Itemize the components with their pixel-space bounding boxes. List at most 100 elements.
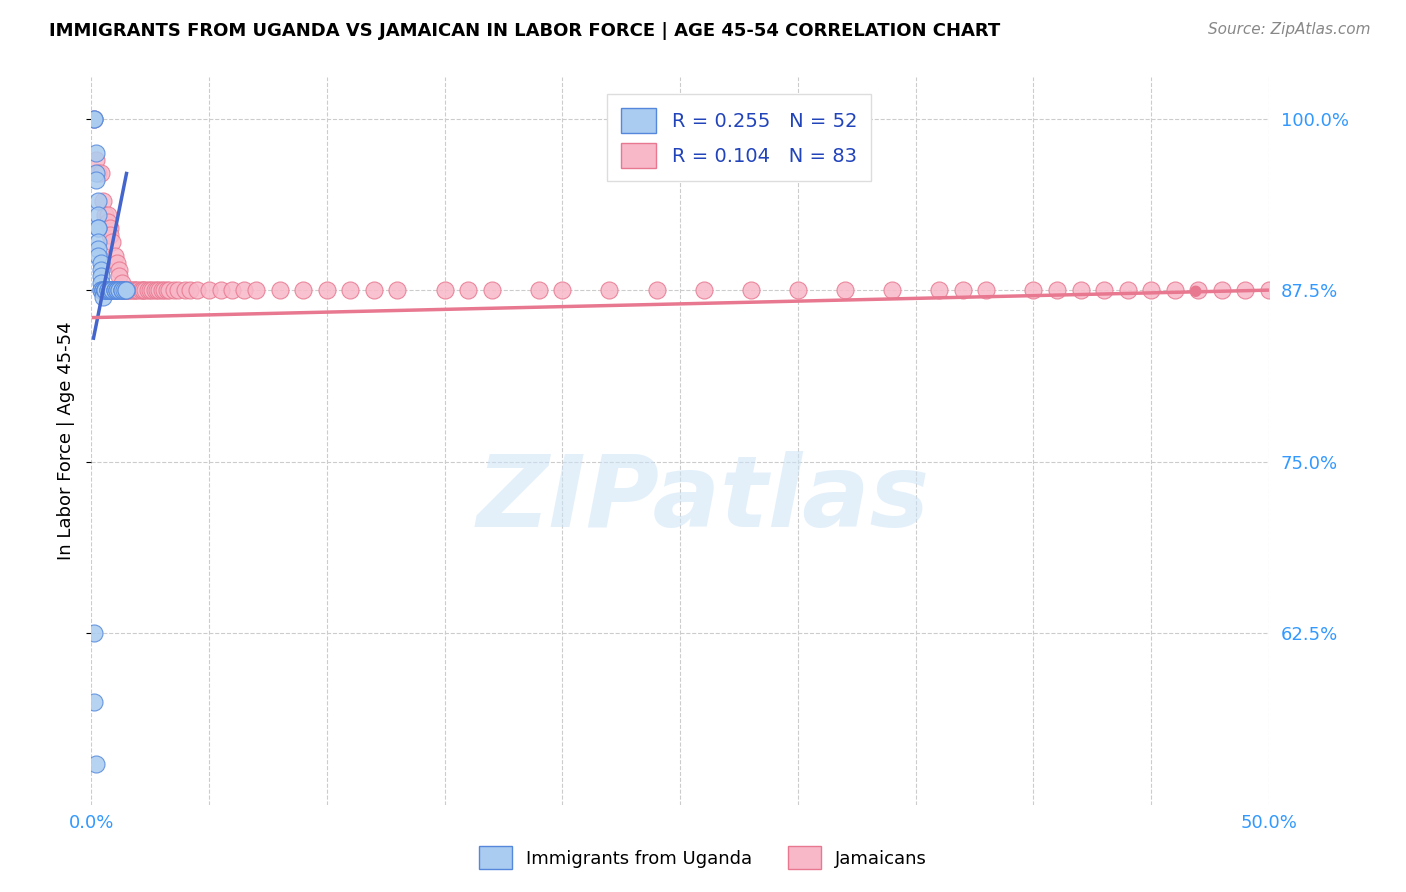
Point xyxy=(132,283,155,297)
Point xyxy=(1164,283,1187,297)
Point xyxy=(105,255,128,269)
Point xyxy=(83,112,105,126)
Point xyxy=(108,269,131,284)
Point xyxy=(118,283,141,297)
Point xyxy=(104,249,127,263)
Point xyxy=(108,283,131,297)
Point xyxy=(143,283,166,297)
Text: ZIPatlas: ZIPatlas xyxy=(477,450,931,548)
Point xyxy=(118,283,141,297)
Point xyxy=(104,283,127,297)
Point xyxy=(104,283,127,297)
Point xyxy=(94,208,117,222)
Point xyxy=(98,283,121,297)
Point xyxy=(111,283,134,297)
Point xyxy=(115,283,138,297)
Point xyxy=(83,112,105,126)
Point xyxy=(97,283,120,297)
Point xyxy=(1187,283,1209,297)
Point xyxy=(363,283,385,297)
Point xyxy=(115,283,138,297)
Point xyxy=(94,283,117,297)
Point xyxy=(90,262,112,277)
Point xyxy=(105,283,128,297)
Point xyxy=(245,283,267,297)
Point xyxy=(91,283,114,297)
Point xyxy=(84,145,107,160)
Point xyxy=(740,283,762,297)
Point xyxy=(91,283,114,297)
Point xyxy=(97,214,120,228)
Point xyxy=(87,242,110,256)
Text: ●: ● xyxy=(1188,283,1202,298)
Point xyxy=(527,283,550,297)
Point xyxy=(598,283,620,297)
Point xyxy=(952,283,974,297)
Point xyxy=(87,249,110,263)
Point xyxy=(87,208,110,222)
Point xyxy=(269,283,291,297)
Legend: R = 0.255   N = 52, R = 0.104   N = 83: R = 0.255 N = 52, R = 0.104 N = 83 xyxy=(607,95,870,181)
Point xyxy=(122,283,145,297)
Point xyxy=(112,283,135,297)
Point xyxy=(1022,283,1045,297)
Point xyxy=(90,277,112,291)
Point xyxy=(1116,283,1139,297)
Point xyxy=(221,283,243,297)
Point xyxy=(139,283,162,297)
Point xyxy=(108,283,131,297)
Point xyxy=(87,221,110,235)
Point xyxy=(101,235,124,249)
Point xyxy=(87,166,110,180)
Point xyxy=(1258,283,1281,297)
Point xyxy=(97,283,120,297)
Point xyxy=(132,283,155,297)
Point xyxy=(129,283,152,297)
Point xyxy=(292,283,315,297)
Point xyxy=(83,112,105,126)
Point xyxy=(1070,283,1092,297)
Point xyxy=(136,283,159,297)
Point xyxy=(98,228,121,243)
Point xyxy=(101,283,124,297)
Point xyxy=(97,208,120,222)
Point xyxy=(125,283,148,297)
Point xyxy=(148,283,170,297)
Point xyxy=(83,626,105,640)
Point xyxy=(90,255,112,269)
Point xyxy=(111,283,134,297)
Point xyxy=(94,283,117,297)
Point xyxy=(481,283,503,297)
Point xyxy=(98,283,121,297)
Point xyxy=(120,283,142,297)
Point xyxy=(186,283,208,297)
Point xyxy=(134,283,156,297)
Point xyxy=(315,283,337,297)
Point xyxy=(97,283,120,297)
Point xyxy=(167,283,190,297)
Point xyxy=(551,283,574,297)
Point xyxy=(112,283,135,297)
Text: IMMIGRANTS FROM UGANDA VS JAMAICAN IN LABOR FORCE | AGE 45-54 CORRELATION CHART: IMMIGRANTS FROM UGANDA VS JAMAICAN IN LA… xyxy=(49,22,1001,40)
Point xyxy=(111,283,134,297)
Point xyxy=(104,283,127,297)
Point xyxy=(976,283,998,297)
Point xyxy=(155,283,177,297)
Point xyxy=(90,283,112,297)
Point xyxy=(233,283,256,297)
Point xyxy=(84,173,107,187)
Point xyxy=(108,262,131,277)
Point xyxy=(433,283,456,297)
Point xyxy=(339,283,361,297)
Point xyxy=(105,283,128,297)
Point xyxy=(101,283,124,297)
Point xyxy=(692,283,714,297)
Y-axis label: In Labor Force | Age 45-54: In Labor Force | Age 45-54 xyxy=(58,322,75,560)
Point xyxy=(146,283,169,297)
Point xyxy=(122,283,145,297)
Point xyxy=(111,277,134,291)
Point xyxy=(1092,283,1115,297)
Text: Source: ZipAtlas.com: Source: ZipAtlas.com xyxy=(1208,22,1371,37)
Point xyxy=(105,283,128,297)
Point xyxy=(1234,283,1257,297)
